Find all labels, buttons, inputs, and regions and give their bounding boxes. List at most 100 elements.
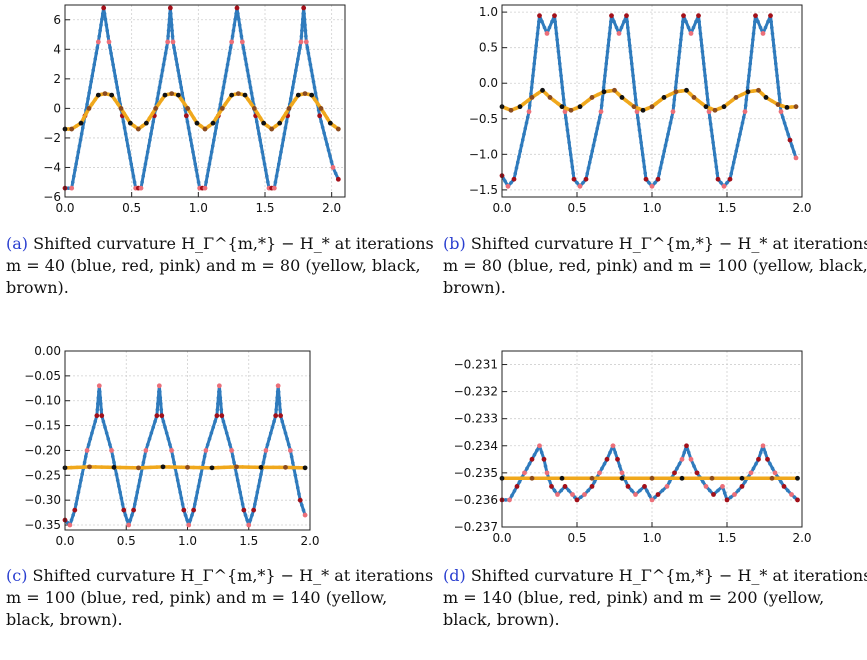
series-point-blue	[587, 160, 592, 165]
series-point-blue	[653, 180, 657, 185]
series-point-blue	[704, 85, 709, 90]
series-point-blue	[127, 150, 131, 154]
series-point-blue	[151, 120, 156, 124]
series-point-blue	[278, 156, 282, 160]
series-point-blue	[267, 437, 271, 441]
series-point-blue	[677, 55, 681, 60]
marker-point	[552, 13, 557, 19]
series-point-blue	[73, 168, 77, 172]
series-point-yellow	[116, 102, 120, 106]
series-point-blue	[702, 67, 707, 72]
series-point-blue	[602, 79, 607, 84]
series-point-yellow	[325, 116, 330, 121]
marker-point	[724, 497, 730, 503]
series-point-blue	[310, 74, 315, 78]
marker-point	[109, 448, 114, 453]
caption-b: (b) Shifted curvature H_Γ^{m,*} − H_* at…	[443, 233, 867, 299]
chart-c: 0.0 0.5 1.0 1.5 2.0 0.00 −0.05 −0.10 −0.15 −0.20 −…	[24, 344, 319, 548]
series-point-blue	[697, 19, 701, 24]
series-point-blue	[612, 19, 616, 24]
series-point-blue	[585, 171, 590, 176]
marker-point	[162, 92, 168, 98]
x-tick-label: 0.0	[492, 531, 511, 545]
series-point-yellow	[616, 92, 621, 96]
series-point-blue	[607, 37, 611, 42]
series-point-blue	[605, 49, 610, 54]
series-point-blue	[629, 55, 633, 60]
series-point-blue	[265, 442, 270, 447]
series-point-blue	[671, 103, 676, 108]
series-point-blue	[595, 126, 600, 131]
series-point-blue	[600, 466, 604, 471]
marker-point	[526, 109, 532, 115]
series-point-yellow	[173, 92, 177, 97]
series-point-blue	[94, 51, 99, 56]
marker-point	[649, 497, 655, 503]
series-point-yellow	[222, 465, 227, 470]
caption-b-text: Shifted curvature H_Γ^{m,*} − H_* at ite…	[443, 234, 867, 297]
marker-point	[72, 507, 78, 513]
series-point-blue	[188, 518, 193, 522]
series-point-blue	[173, 51, 177, 56]
series-line-blue	[63, 384, 307, 527]
marker-point	[642, 483, 647, 489]
x-tick-label: 0.5	[567, 201, 586, 215]
marker-point	[183, 113, 189, 119]
marker-point	[619, 95, 625, 100]
marker-point	[706, 109, 712, 115]
series-point-blue	[114, 472, 119, 477]
x-tick-label: 0.5	[567, 531, 586, 545]
series-point-blue	[592, 480, 597, 484]
marker-point	[181, 507, 187, 513]
series-point-blue	[95, 45, 100, 50]
series-point-blue	[625, 19, 629, 24]
series-point-blue	[525, 115, 530, 120]
marker-point	[571, 176, 577, 182]
series-point-blue	[97, 389, 102, 394]
series-point-blue	[675, 67, 680, 72]
series-point-blue	[763, 450, 768, 455]
marker-point	[94, 413, 100, 419]
series-point-yellow	[752, 476, 756, 481]
series-point-blue	[561, 97, 566, 102]
series-point-blue	[773, 55, 777, 60]
series-point-blue	[245, 68, 250, 73]
series-point-blue	[323, 136, 328, 141]
series-point-blue	[559, 79, 564, 84]
series-point-yellow	[273, 124, 278, 128]
series-point-yellow	[125, 116, 130, 121]
panel-d: 0.0 0.5 1.0 1.5 2.0 −0.231 −0.232 −0.233 −0.234 −…	[437, 335, 867, 660]
series-point-blue	[668, 121, 673, 125]
series-point-blue	[236, 17, 241, 22]
series-point-blue	[96, 401, 100, 406]
series-point-blue	[748, 61, 753, 66]
y-tick-label: −0.25	[24, 468, 61, 482]
series-point-blue	[95, 407, 100, 412]
series-point-yellow	[780, 104, 785, 108]
marker-point	[612, 87, 617, 93]
y-tick-label: 0.0	[479, 76, 498, 90]
series-point-blue	[221, 85, 226, 90]
series-point-blue	[751, 31, 756, 36]
marker-point	[261, 120, 267, 126]
series-point-blue	[708, 116, 712, 120]
series-point-blue	[158, 79, 163, 84]
series-point-blue	[179, 85, 184, 90]
series-point-blue	[711, 140, 715, 145]
series-point-blue	[300, 503, 304, 507]
series-point-yellow	[644, 476, 648, 481]
series-point-blue	[210, 144, 215, 148]
series-point-blue	[179, 496, 184, 500]
series-point-yellow	[160, 97, 164, 102]
marker-point	[582, 492, 587, 497]
series-point-yellow	[704, 476, 708, 481]
series-point-blue	[84, 454, 88, 459]
series-point-blue	[722, 491, 727, 495]
series-point-blue	[710, 134, 715, 139]
x-tick-label: 0.0	[492, 201, 511, 215]
series-point-blue	[79, 478, 83, 483]
series-point-blue	[638, 488, 642, 493]
series-point-blue	[554, 31, 559, 36]
marker-point	[269, 126, 275, 132]
series-point-yellow	[668, 476, 672, 481]
